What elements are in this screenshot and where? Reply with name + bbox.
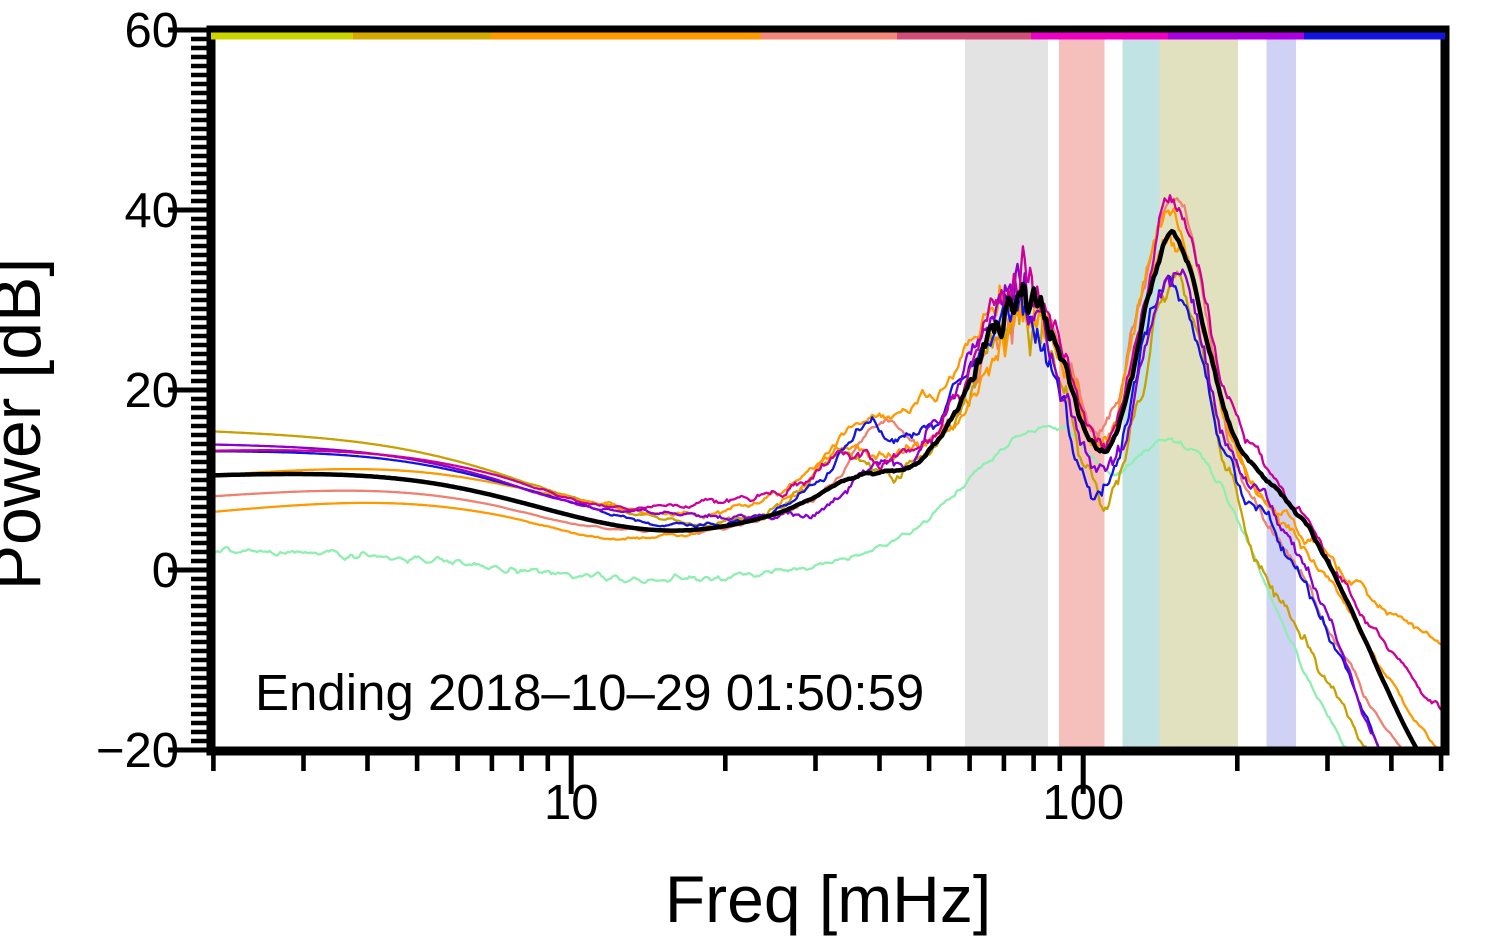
svg-text:100: 100	[1042, 776, 1124, 830]
svg-text:10: 10	[544, 776, 599, 830]
svg-text:0: 0	[152, 544, 179, 598]
svg-text:Power [dB]: Power [dB]	[0, 258, 55, 591]
svg-text:60: 60	[124, 4, 179, 58]
svg-text:20: 20	[124, 364, 179, 418]
svg-text:−20: −20	[96, 724, 179, 778]
svg-text:40: 40	[124, 184, 179, 238]
svg-text:Freq [mHz]: Freq [mHz]	[665, 862, 991, 936]
svg-text:Ending 2018–10–29 01:50:59: Ending 2018–10–29 01:50:59	[255, 664, 924, 721]
